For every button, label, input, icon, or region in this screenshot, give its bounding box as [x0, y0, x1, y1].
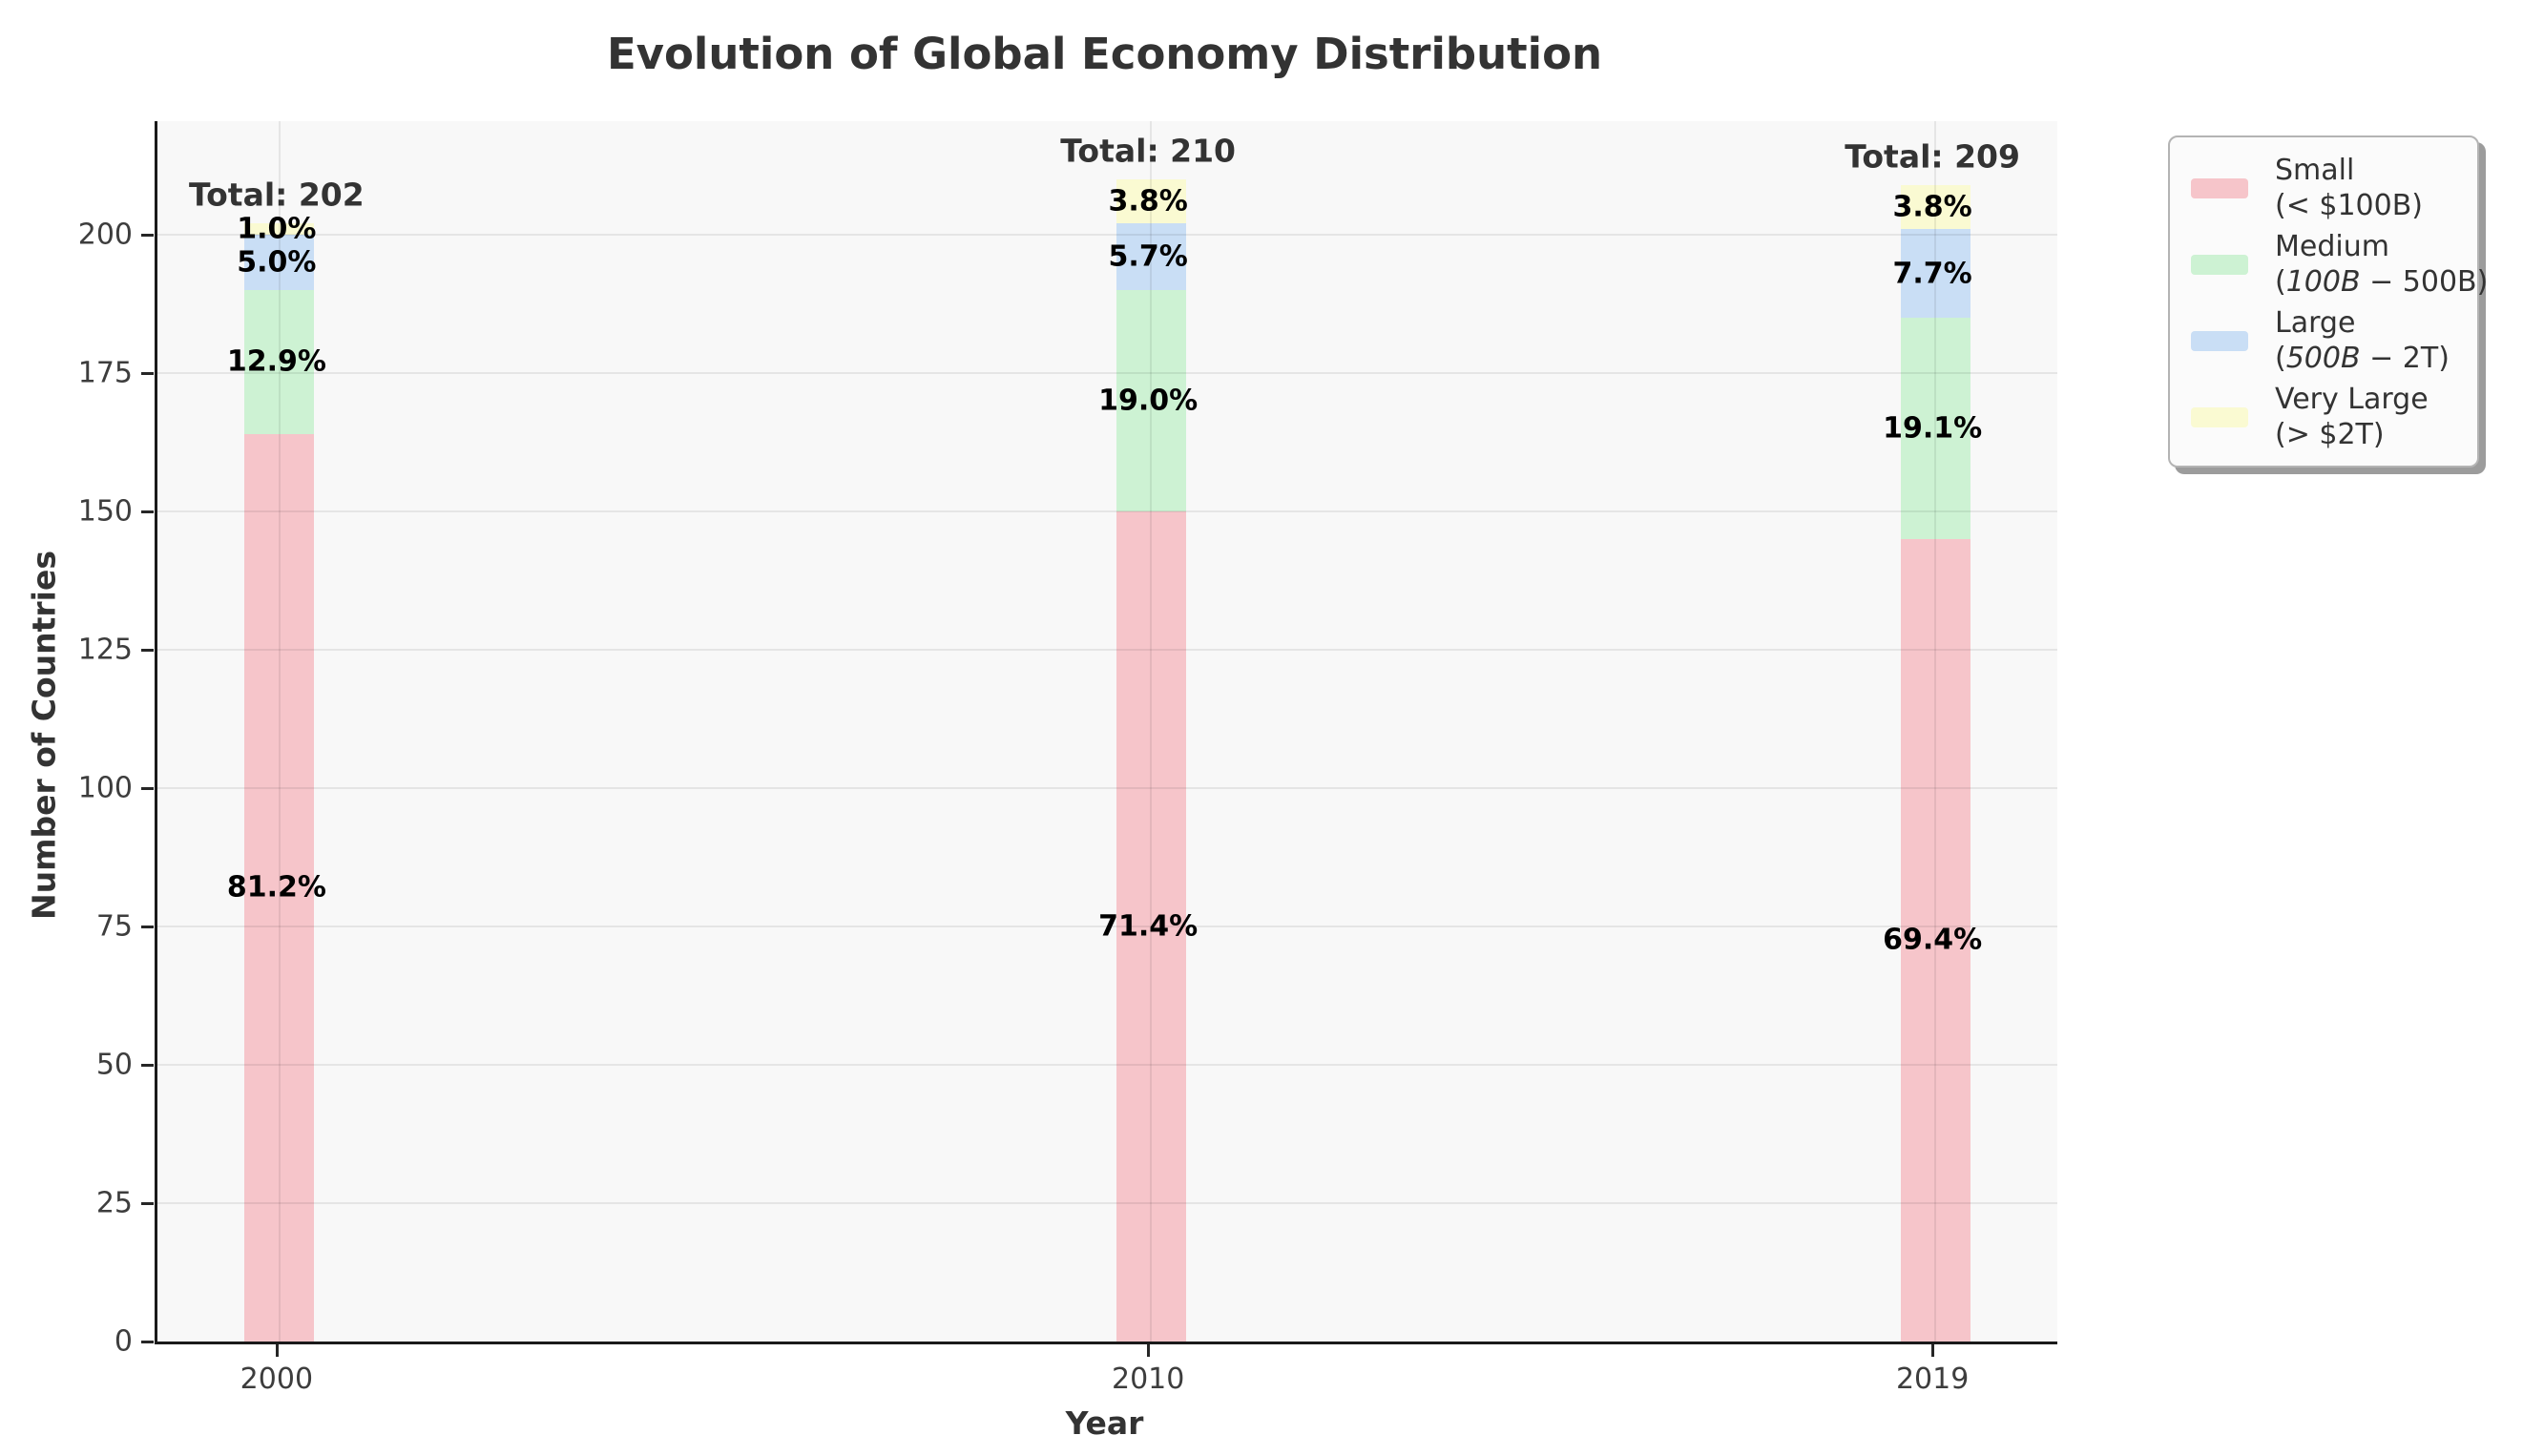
legend-label-medium: Medium — [2275, 230, 2389, 263]
bar-segment — [1116, 223, 1186, 290]
legend-swatch-small — [2191, 177, 2248, 198]
legend-label-large: Large — [2275, 306, 2356, 340]
y-tick-label: 25 — [95, 1186, 133, 1220]
y-axis-label: Number of Countries — [25, 550, 63, 921]
bar-segment — [1116, 178, 1186, 224]
grid-line-horizontal — [157, 1201, 2057, 1204]
bar-segment — [244, 433, 315, 1342]
x-axis-label: Year — [1065, 1404, 1144, 1442]
bar-segment — [1900, 317, 1970, 539]
legend-swatch-large — [2191, 330, 2248, 351]
legend-swatch-very-large — [2191, 406, 2248, 427]
percent-label: 12.9% — [226, 344, 326, 379]
chart-title: Evolution of Global Economy Distribution — [606, 29, 1603, 79]
percent-label: 5.7% — [1108, 239, 1188, 274]
grid-line-horizontal — [157, 648, 2057, 651]
legend-item-large: Large (500B − 2T) — [2191, 305, 2458, 376]
percent-label: 1.0% — [237, 212, 317, 246]
legend-swatch-medium — [2191, 254, 2248, 275]
bar-segment — [244, 234, 315, 290]
legend-item-small: Small (< $100B) — [2191, 153, 2458, 223]
grid-line-vertical — [1150, 121, 1153, 1342]
bar-segment — [244, 223, 315, 235]
y-tick-mark — [141, 786, 154, 790]
x-tick-label: 2010 — [1111, 1362, 1185, 1396]
x-tick-mark — [1147, 1344, 1151, 1357]
percent-label: 7.7% — [1892, 257, 1972, 290]
legend-range-large: (500B − 2T) — [2275, 342, 2450, 375]
y-tick-mark — [141, 371, 154, 375]
y-tick-mark — [141, 1201, 154, 1205]
legend-item-very-large: Very Large (> $2T) — [2191, 382, 2458, 452]
grid-line-horizontal — [157, 1063, 2057, 1066]
grid-line-horizontal — [157, 371, 2057, 374]
y-tick-label: 150 — [77, 494, 133, 529]
y-tick-mark — [141, 648, 154, 652]
legend-range-very-large: (> $2T) — [2275, 418, 2385, 451]
bar-segment — [1900, 538, 1970, 1342]
y-tick-mark — [141, 925, 154, 928]
bar-segment — [1900, 229, 1970, 318]
legend-label-small: Small — [2275, 154, 2355, 187]
total-label: Total: 209 — [1845, 137, 2020, 176]
grid-line-vertical — [278, 121, 281, 1342]
bar-segment — [1116, 510, 1186, 1342]
percent-label: 3.8% — [1108, 184, 1188, 218]
percent-label: 3.8% — [1892, 190, 1972, 224]
bar-segment — [244, 289, 315, 434]
y-tick-mark — [141, 1063, 154, 1067]
grid-line-horizontal — [157, 233, 2057, 236]
bar-segment — [1116, 289, 1186, 511]
legend-range-medium: (100B − 500B) — [2275, 265, 2489, 299]
y-tick-label: 50 — [95, 1048, 133, 1082]
percent-label: 71.4% — [1098, 909, 1199, 944]
grid-line-vertical — [1934, 121, 1937, 1342]
total-label: Total: 210 — [1060, 132, 1237, 170]
grid-line-horizontal — [157, 786, 2057, 789]
y-tick-label: 100 — [77, 771, 133, 805]
bar-segment — [1900, 184, 1970, 230]
y-tick-label: 200 — [77, 218, 133, 252]
percent-label: 19.1% — [1883, 411, 1983, 446]
grid-line-horizontal — [157, 510, 2057, 512]
plot-area — [155, 121, 2057, 1344]
percent-label: 81.2% — [226, 870, 326, 905]
legend-item-medium: Medium (100B − 500B) — [2191, 229, 2488, 300]
y-tick-label: 125 — [77, 633, 133, 667]
percent-label: 5.0% — [237, 245, 317, 280]
total-label: Total: 202 — [188, 176, 365, 214]
legend-label-very-large: Very Large — [2275, 383, 2429, 416]
y-tick-mark — [141, 233, 154, 237]
grid-line-horizontal — [157, 925, 2057, 927]
y-tick-mark — [141, 510, 154, 513]
percent-label: 19.0% — [1098, 384, 1199, 418]
x-tick-label: 2019 — [1895, 1362, 1970, 1396]
x-tick-label: 2000 — [240, 1362, 314, 1396]
y-tick-label: 75 — [95, 909, 133, 944]
y-tick-mark — [141, 1341, 154, 1343]
legend: Small (< $100B) Medium (100B − 500B) Lar… — [2168, 135, 2488, 468]
legend-range-small: (< $100B) — [2275, 189, 2424, 222]
percent-label: 69.4% — [1883, 923, 1983, 957]
x-tick-mark — [275, 1344, 279, 1357]
y-tick-label: 0 — [114, 1324, 133, 1359]
x-tick-mark — [1931, 1344, 1935, 1357]
y-tick-label: 175 — [77, 356, 133, 390]
